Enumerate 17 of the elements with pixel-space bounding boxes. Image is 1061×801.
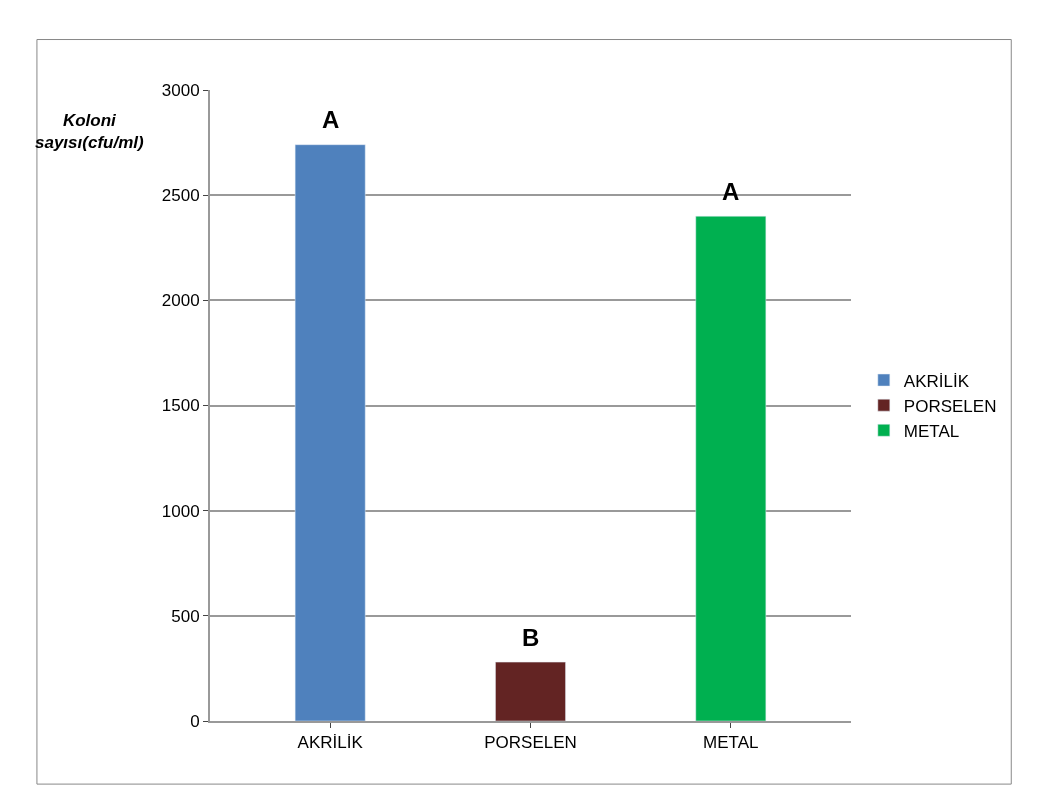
x-tick-label: PORSELEN bbox=[484, 733, 577, 753]
y-tick-label: 2500 bbox=[161, 186, 200, 206]
y-tick-label: 1000 bbox=[161, 501, 200, 521]
y-tick-label: 2000 bbox=[161, 291, 200, 311]
annotation: A bbox=[722, 178, 740, 205]
legend-label: METAL bbox=[903, 421, 960, 441]
y-tick-label: 0 bbox=[190, 711, 200, 731]
legend-label: AKRİLİK bbox=[903, 371, 970, 391]
annotation: A bbox=[322, 106, 340, 133]
annotation: B bbox=[522, 624, 540, 651]
x-tick-label: METAL bbox=[703, 733, 759, 753]
y-axis-title: Koloni sayısı(cfu/ml) bbox=[35, 111, 144, 153]
y-tick-label: 1500 bbox=[161, 396, 200, 416]
y-tick-label: 500 bbox=[171, 606, 200, 626]
x-tick-label: AKRİLİK bbox=[297, 733, 364, 753]
y-tick-label: 3000 bbox=[161, 80, 200, 100]
legend-label: PORSELEN bbox=[903, 396, 997, 416]
